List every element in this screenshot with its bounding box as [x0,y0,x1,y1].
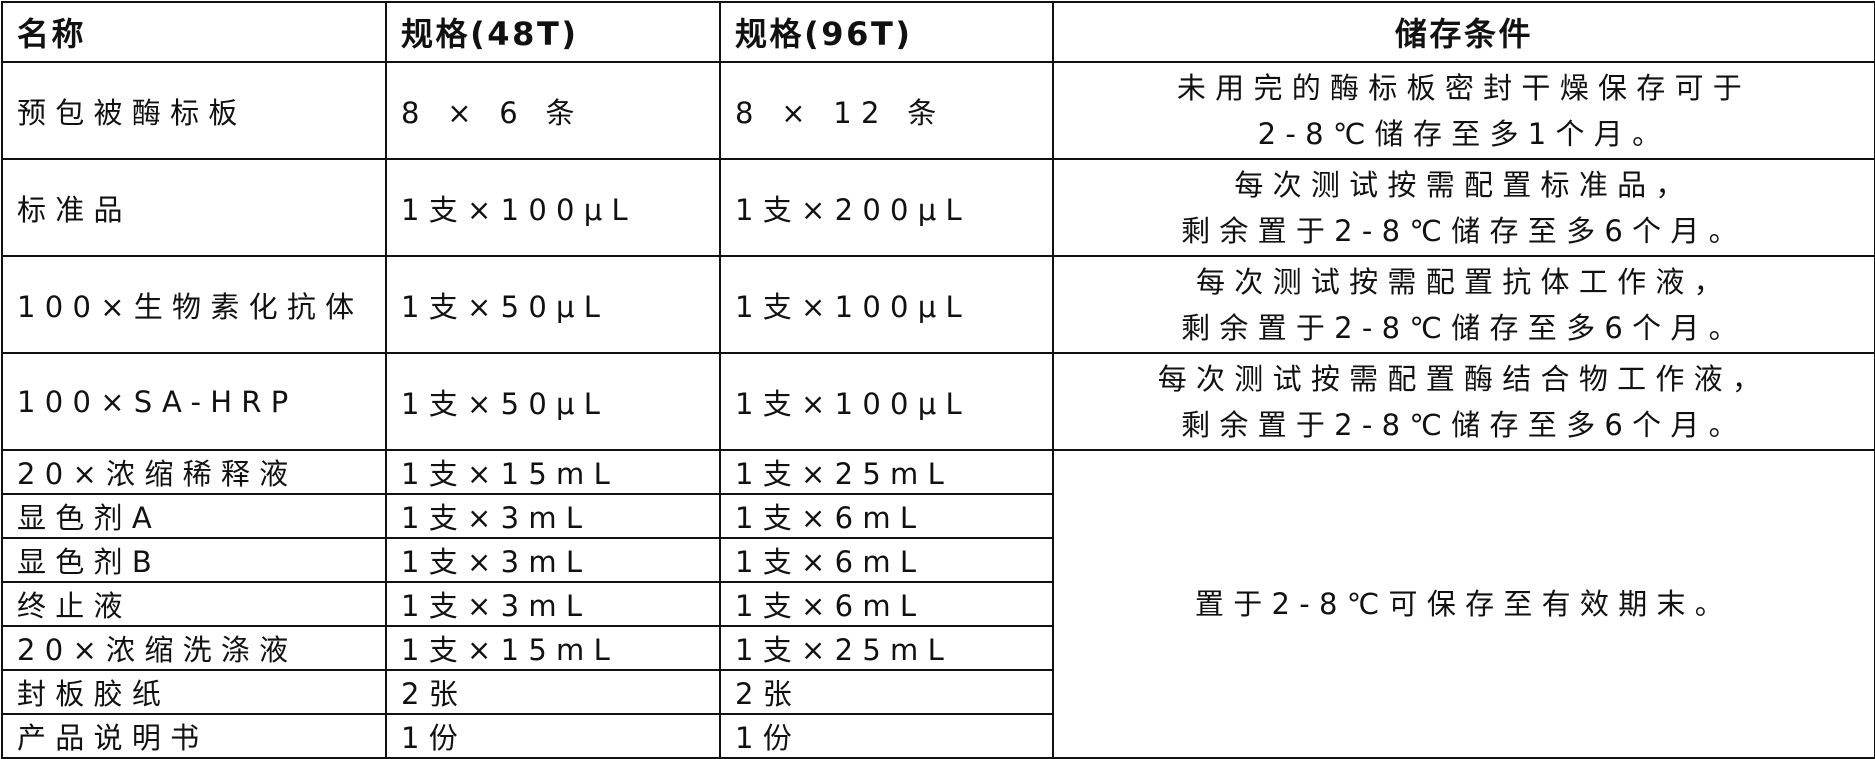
cell-spec48: 8 × 6 条 [385,61,721,160]
cell-storage: 每次测试按需配置酶结合物工作液， 剩余置于2-8℃储存至多6个月。 [1052,352,1875,451]
cell-spec96: 1支×6mL [719,537,1054,583]
cell-spec96: 1支×100μL [719,255,1054,354]
cell-spec48: 1支×3mL [385,493,721,539]
cell-spec96: 1支×25mL [719,449,1054,495]
storage-line: 剩余置于2-8℃储存至多6个月。 [1181,213,1747,248]
cell-spec48: 1支×50μL [385,352,721,451]
table-row: 20×浓缩洗涤液 1支×15mL 1支×25mL [1,625,1875,671]
header-storage: 储存条件 [1052,1,1875,63]
cell-spec96: 1支×6mL [719,493,1054,539]
storage-line: 每次测试按需配置抗体工作液， [1196,264,1732,299]
storage-line: 剩余置于2-8℃储存至多6个月。 [1181,407,1747,442]
table-row: 100×生物素化抗体 1支×50μL 1支×100μL 每次测试按需配置抗体工作液， 剩… [1,255,1875,354]
storage-line: 每次测试按需配置标准品， [1234,167,1694,202]
table-row: 封板胶纸 2张 2张 [1,669,1875,715]
cell-spec48: 2张 [385,669,721,715]
cell-name: 20×浓缩稀释液 [1,449,387,495]
header-row: 名称 规格(48T) 规格(96T) 储存条件 [1,1,1875,63]
header-name: 名称 [1,1,387,63]
cell-spec96: 1支×25mL [719,625,1054,671]
header-spec-96t: 规格(96T) [719,1,1054,63]
header-spec-48t: 规格(48T) [385,1,721,63]
cell-storage: 每次测试按需配置标准品， 剩余置于2-8℃储存至多6个月。 [1052,158,1875,257]
cell-spec48: 1份 [385,713,721,759]
cell-spec96: 1支×100μL [719,352,1054,451]
cell-name: 20×浓缩洗涤液 [1,625,387,671]
storage-line: 未用完的酶标板密封干燥保存可于 [1176,70,1752,105]
cell-spec48: 1支×3mL [385,581,721,627]
table-row: 显色剂B 1支×3mL 1支×6mL [1,537,1875,583]
cell-name: 预包被酶标板 [1,61,387,160]
cell-name: 标准品 [1,158,387,257]
cell-spec48: 1支×15mL [385,449,721,495]
cell-spec96: 1支×6mL [719,581,1054,627]
cell-name: 显色剂A [1,493,387,539]
cell-name: 终止液 [1,581,387,627]
table-row: 显色剂A 1支×3mL 1支×6mL [1,493,1875,539]
cell-spec96: 1支×200μL [719,158,1054,257]
table-row: 终止液 1支×3mL 1支×6mL [1,581,1875,627]
table-row: 标准品 1支×100μL 1支×200μL 每次测试按需配置标准品， 剩余置于2-8℃储… [1,158,1875,257]
cell-name: 产品说明书 [1,713,387,759]
storage-line: 剩余置于2-8℃储存至多6个月。 [1181,310,1747,345]
cell-name: 100×SA-HRP [1,352,387,451]
cell-spec96: 1份 [719,713,1054,759]
cell-name: 显色剂B [1,537,387,583]
cell-spec48: 1支×100μL [385,158,721,257]
cell-spec48: 1支×15mL [385,625,721,671]
table-row: 100×SA-HRP 1支×50μL 1支×100μL 每次测试按需配置酶结合物工作液… [1,352,1875,451]
cell-storage: 未用完的酶标板密封干燥保存可于 2-8℃储存至多1个月。 [1052,61,1875,160]
cell-spec96: 8 × 12 条 [719,61,1054,160]
cell-spec96: 2张 [719,669,1054,715]
cell-spec48: 1支×50μL [385,255,721,354]
storage-line: 每次测试按需配置酶结合物工作液， [1157,361,1771,396]
cell-spec48: 1支×3mL [385,537,721,583]
cell-name: 100×生物素化抗体 [1,255,387,354]
storage-line: 2-8℃储存至多1个月。 [1257,116,1671,151]
cell-storage: 每次测试按需配置抗体工作液， 剩余置于2-8℃储存至多6个月。 [1052,255,1875,354]
cell-name: 封板胶纸 [1,669,387,715]
table-row: 20×浓缩稀释液 1支×15mL 1支×25mL 置于2-8℃可保存至有效期末。 [1,449,1875,759]
cell-storage-merged: 置于2-8℃可保存至有效期末。 [1052,449,1875,759]
